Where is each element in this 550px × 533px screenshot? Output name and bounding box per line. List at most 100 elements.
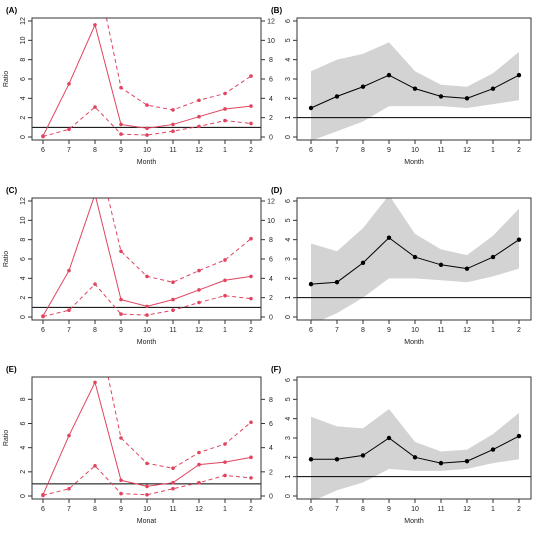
y-tick-label: 0 (285, 494, 292, 498)
upper-bound-point (223, 442, 227, 446)
estimate-point (360, 260, 366, 266)
plot-area (297, 42, 531, 140)
x-tick-label: 10 (411, 147, 419, 154)
x-tick-label: 2 (517, 147, 521, 154)
estimate-point (412, 455, 418, 460)
x-tick-label: 7 (335, 147, 339, 154)
y-tick-label-right: 6 (269, 257, 273, 264)
y-tick-label: 4 (20, 276, 27, 280)
y-tick-label: 6 (20, 77, 27, 81)
estimate-point (67, 82, 71, 86)
lower-bound-point (171, 129, 175, 133)
upper-bound-point (119, 436, 123, 440)
x-tick-label: 9 (387, 147, 391, 154)
x-axis-title: Monat (137, 518, 157, 525)
y-axis-title: Ratio (3, 71, 10, 87)
x-tick-label: 6 (41, 506, 45, 513)
x-axis-title: Month (137, 339, 157, 346)
lower-bound-point (249, 476, 253, 480)
x-tick-label: 11 (169, 506, 176, 513)
upper-bound-point (93, 313, 97, 317)
lower-bound-point (67, 308, 71, 313)
x-tick-label: 6 (41, 327, 45, 334)
x-tick-label: 6 (309, 506, 313, 513)
x-axis-title: Month (137, 159, 157, 166)
upper-bound-point (197, 268, 201, 273)
y-tick-label-right: 4 (269, 276, 273, 283)
y-tick-label: 0 (285, 135, 292, 139)
y-tick-label-right: 0 (269, 135, 273, 142)
x-tick-label: 2 (249, 506, 253, 513)
y-tick-label: 12 (20, 17, 27, 25)
panel-label: (E) (6, 365, 17, 374)
lower-bound-point (119, 312, 123, 316)
y-tick-label: 6 (20, 257, 27, 261)
x-tick-label: 9 (387, 506, 391, 513)
x-tick-label: 9 (119, 506, 123, 513)
x-tick-label: 1 (491, 506, 495, 513)
x-axis-title: Month (404, 159, 424, 166)
plot-frame (31, 17, 262, 141)
x-tick-label: 10 (411, 327, 419, 334)
upper-bound-point (249, 420, 253, 425)
y-tick-label: 2 (285, 96, 292, 100)
x-tick-label: 12 (195, 506, 203, 513)
upper-bound-point (119, 85, 123, 90)
x-tick-label: 11 (437, 327, 444, 334)
lower-bound-point (223, 293, 227, 298)
estimate-point (490, 254, 496, 260)
y-axis-title: Ratio (3, 430, 10, 446)
estimate-point (308, 457, 314, 462)
estimate-point (516, 433, 522, 439)
panel-label: (F) (271, 365, 282, 374)
estimate-point (197, 114, 201, 119)
plot-frame (31, 376, 262, 500)
x-tick-label: 7 (67, 327, 71, 334)
y-tick-label-right: 8 (269, 397, 273, 404)
y-tick-label-right: 0 (269, 315, 273, 322)
x-tick-label: 9 (119, 147, 123, 154)
x-tick-label: 6 (309, 147, 313, 154)
estimate-line (42, 23, 252, 137)
estimate-point (464, 266, 470, 271)
y-tick-label-right: 10 (267, 38, 275, 45)
lower-bound-point (197, 300, 201, 305)
plot-area (32, 313, 261, 498)
estimate-point (41, 492, 45, 497)
y-tick-label: 6 (285, 19, 292, 23)
estimate-line (42, 198, 252, 317)
lower-bound-point (145, 133, 149, 137)
lower-bound-point (171, 308, 175, 313)
estimate-point (334, 94, 340, 99)
plot-area (297, 198, 531, 320)
panel-label: (C) (6, 186, 17, 195)
x-tick-label: 2 (249, 147, 253, 154)
y-tick-label-right: 10 (267, 218, 275, 225)
x-tick-label: 12 (195, 327, 203, 334)
plot-area (32, 18, 261, 139)
y-tick-label-right: 12 (267, 199, 275, 206)
upper-bound-point (249, 236, 253, 241)
estimate-point (41, 134, 45, 138)
y-tick-label: 10 (20, 216, 27, 224)
estimate-point (334, 280, 340, 285)
lower-bound-point (93, 282, 97, 286)
panel-label: (B) (271, 6, 282, 15)
estimate-point (145, 304, 149, 309)
upper-bound-point (119, 249, 123, 254)
x-axis-title: Month (404, 518, 424, 525)
estimate-point (93, 192, 97, 196)
upper-bound-point (223, 258, 227, 262)
y-tick-label: 1 (285, 116, 292, 120)
estimate-point (516, 72, 522, 78)
x-tick-label: 9 (119, 327, 123, 334)
lower-bound-point (249, 296, 253, 301)
x-tick-label: 11 (169, 327, 176, 334)
x-axis-title: Month (404, 339, 424, 346)
lower-bound-point (93, 105, 97, 109)
